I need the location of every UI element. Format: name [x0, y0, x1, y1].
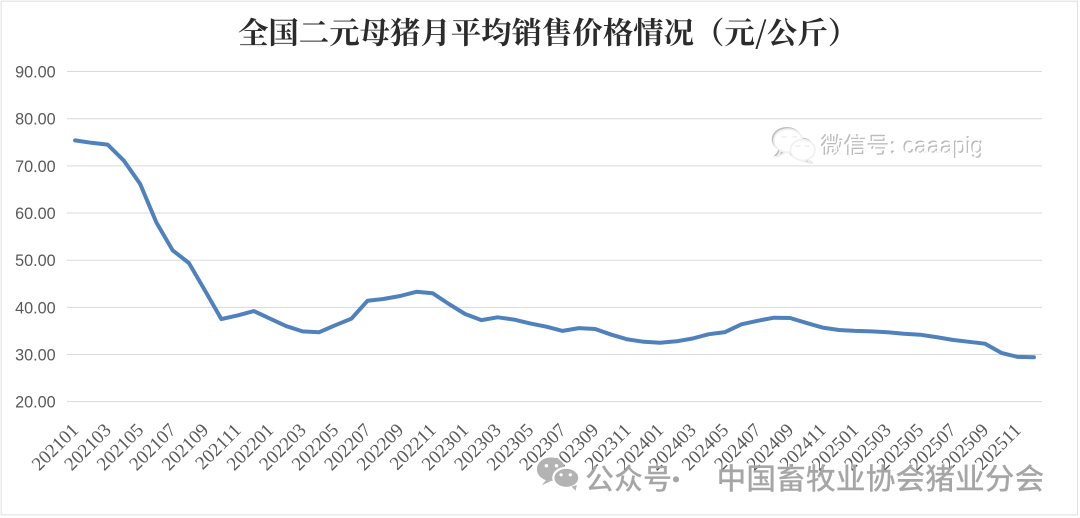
svg-text:90.00: 90.00	[15, 63, 56, 81]
svg-text:40.00: 40.00	[15, 299, 56, 317]
svg-text:30.00: 30.00	[15, 346, 56, 364]
svg-text:20.00: 20.00	[15, 394, 56, 412]
svg-text:50.00: 50.00	[15, 252, 56, 270]
svg-text:70.00: 70.00	[15, 158, 56, 176]
svg-text:caaapig: caaapig	[904, 134, 985, 160]
svg-text:80.00: 80.00	[15, 111, 56, 129]
svg-text:60.00: 60.00	[15, 205, 56, 223]
svg-text:caaapig: caaapig	[903, 132, 984, 158]
